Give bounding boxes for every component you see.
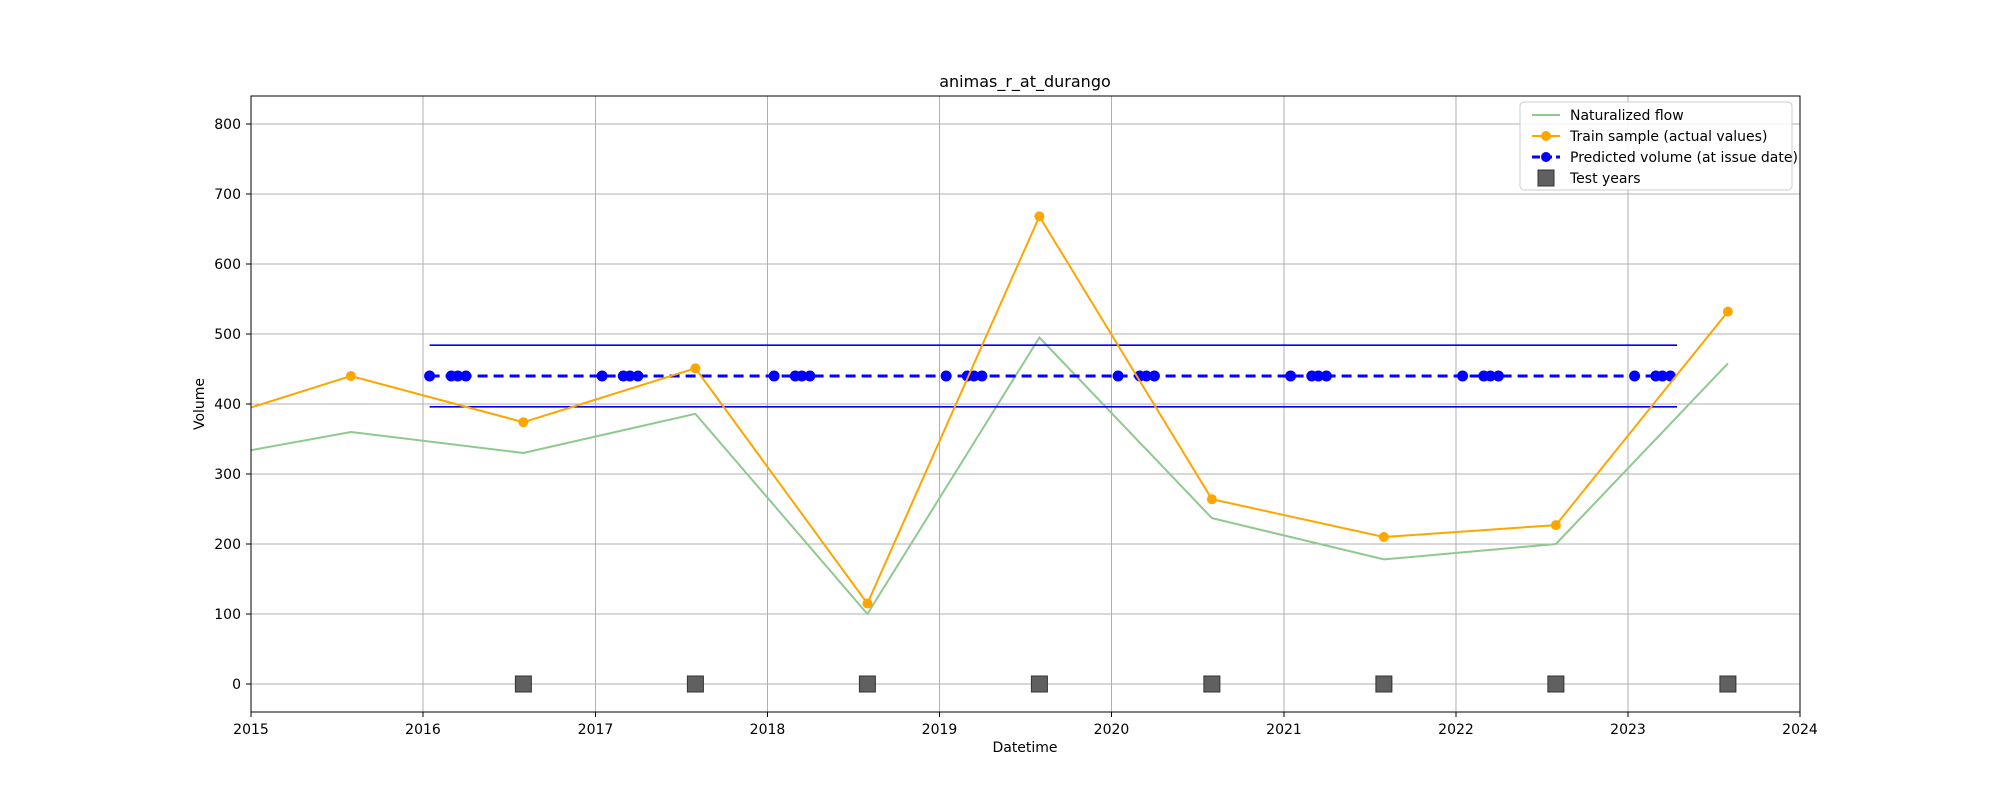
predicted-volume-point (1664, 370, 1676, 382)
predicted-volume-point (632, 370, 644, 382)
train-sample-point (690, 363, 701, 374)
legend-train-sample-label: Train sample (actual values) (1569, 129, 1767, 145)
x-tick-label: 2022 (1438, 722, 1474, 738)
train-sample-point (1550, 520, 1561, 531)
predicted-volume-point (1148, 370, 1160, 382)
x-tick-label: 2024 (1782, 722, 1818, 738)
predicted-volume-point (768, 370, 780, 382)
legend-test-years-swatch (1537, 169, 1555, 187)
predicted-volume-point (424, 370, 436, 382)
predicted-volume-point (1112, 370, 1124, 382)
y-tick-label: 100 (214, 607, 241, 623)
y-tick-label: 300 (214, 467, 241, 483)
predicted-volume-point (460, 370, 472, 382)
train-sample-point (1378, 532, 1389, 542)
test-year-marker (1719, 675, 1737, 693)
legend-train-sample-marker (1541, 131, 1551, 141)
predicted-volume-point (1285, 370, 1297, 382)
train-sample-point (518, 417, 529, 428)
test-year-marker (1203, 675, 1221, 693)
y-tick-label: 200 (214, 537, 241, 553)
naturalized-flow-line (250, 335, 1729, 616)
predicted-volume-point (1312, 370, 1324, 382)
predicted-volume-point (624, 370, 636, 382)
legend-test-years-label: Test years (1569, 171, 1641, 187)
x-tick-label: 2016 (405, 722, 441, 738)
predicted-volume-point (1140, 370, 1152, 382)
predicted-volume-point (940, 370, 952, 382)
predicted-volume-point (1656, 370, 1668, 382)
test-year-marker (1375, 675, 1393, 693)
y-tick-label: 600 (214, 257, 241, 273)
test-year-marker (1030, 675, 1048, 693)
test-year-marker (858, 675, 876, 693)
train-sample-point (862, 598, 873, 609)
predicted-volume-point (1457, 370, 1469, 382)
legend-predicted-volume-marker (1541, 152, 1551, 162)
test-year-marker (686, 675, 704, 693)
y-axis-label: Volume (192, 378, 208, 430)
legend-naturalized-flow-label: Naturalized flow (1570, 108, 1684, 124)
plot-frame (250, 95, 1801, 713)
x-tick-label: 2023 (1610, 722, 1646, 738)
predicted-volume-point (804, 370, 816, 382)
x-tick-label: 2019 (922, 722, 958, 738)
x-tick-label: 2017 (578, 722, 614, 738)
y-tick-label: 400 (214, 397, 241, 413)
y-tick-label: 0 (232, 677, 241, 693)
grid (250, 96, 1801, 712)
train-sample-point (1722, 306, 1733, 317)
predicted-volume-point (596, 370, 608, 382)
test-year-marker (514, 675, 532, 693)
x-tick-label: 2018 (750, 722, 786, 738)
train-sample-point (1034, 211, 1045, 222)
y-tick-label: 800 (214, 117, 241, 133)
predicted-volume-point (1320, 370, 1332, 382)
axes: 2015 2016 2017 2018 2019 2020 2021 2022 2023 2024… (214, 95, 1818, 738)
plot-area (250, 211, 1737, 693)
predicted-volume-point (976, 370, 988, 382)
predicted-volume-point (1492, 370, 1504, 382)
legend-box (1519, 101, 1793, 191)
test-year-marker (1547, 675, 1565, 693)
y-tick-label: 700 (214, 187, 241, 203)
predicted-volume-point (1484, 370, 1496, 382)
predicted-volume-point (1629, 370, 1641, 382)
legend-predicted-volume-label: Predicted volume (at issue date) (1570, 150, 1798, 166)
train-sample-point (345, 371, 356, 381)
train-sample-point (1206, 494, 1217, 505)
y-tick-label: 500 (214, 327, 241, 343)
predicted-volume-point (968, 370, 980, 382)
x-axis-label: Datetime (992, 740, 1057, 756)
chart-title: animas_r_at_durango (939, 72, 1111, 92)
predicted-volume-point (452, 370, 464, 382)
x-tick-label: 2015 (233, 722, 269, 738)
x-tick-label: 2021 (1266, 722, 1302, 738)
train-sample-line (250, 214, 1729, 606)
predicted-volume-point (796, 370, 808, 382)
x-tick-label: 2020 (1094, 722, 1130, 738)
legend: Naturalized flow Train sample (actual val… (1519, 101, 1798, 191)
